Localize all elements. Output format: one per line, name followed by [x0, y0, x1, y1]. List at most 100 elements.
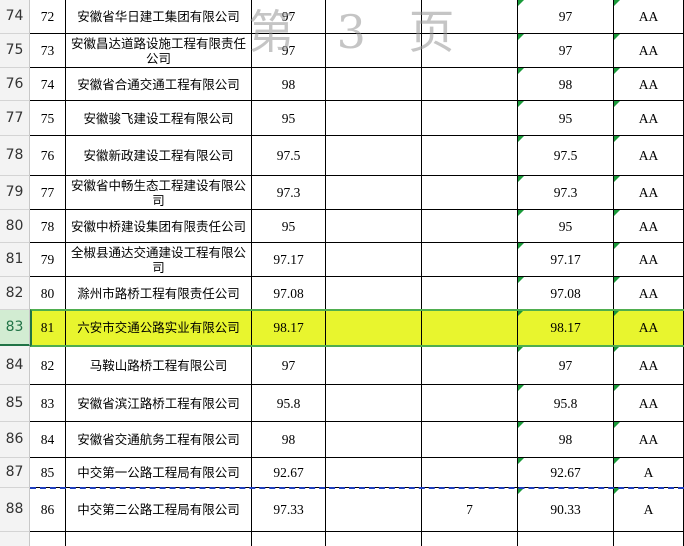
score-cell[interactable]: 95.8	[252, 385, 326, 422]
final-cell[interactable]: 97	[518, 34, 614, 68]
final-cell[interactable]: 97.08	[518, 277, 614, 310]
grade-cell[interactable]: AA	[614, 0, 684, 34]
row-number-cell[interactable]: 76	[30, 136, 66, 176]
grade-cell[interactable]: AA	[614, 210, 684, 243]
row-header[interactable]: 77	[0, 101, 30, 136]
empty-cell[interactable]	[326, 310, 422, 346]
deduction-cell[interactable]	[422, 346, 518, 385]
final-cell[interactable]: 95.8	[518, 385, 614, 422]
company-name-cell[interactable]: 安徽省中畅生态工程建设有限公司	[66, 176, 252, 210]
empty-cell[interactable]	[326, 385, 422, 422]
row-number-cell[interactable]: 73	[30, 34, 66, 68]
row-header[interactable]: 87	[0, 458, 30, 488]
grade-cell[interactable]: AA	[614, 277, 684, 310]
grade-cell[interactable]: AA	[614, 68, 684, 101]
empty-cell[interactable]	[326, 101, 422, 136]
company-name-cell[interactable]: 马鞍山路桥工程有限公司	[66, 346, 252, 385]
row-header[interactable]: 86	[0, 422, 30, 458]
grade-cell[interactable]: AA	[614, 136, 684, 176]
row-number-cell[interactable]: 78	[30, 210, 66, 243]
row-header[interactable]: 74	[0, 0, 30, 34]
deduction-cell[interactable]	[422, 101, 518, 136]
deduction-cell[interactable]	[422, 310, 518, 346]
row-header[interactable]: 75	[0, 34, 30, 68]
company-name-cell[interactable]: 六安市交通公路实业有限公司	[66, 310, 252, 346]
final-cell[interactable]: 98	[518, 422, 614, 458]
final-cell[interactable]: 97	[518, 0, 614, 34]
grade-cell[interactable]: AA	[614, 346, 684, 385]
row-number-cell[interactable]: 83	[30, 385, 66, 422]
grade-cell[interactable]: A	[614, 458, 684, 488]
row-number-cell[interactable]: 77	[30, 176, 66, 210]
company-name-cell[interactable]: 安徽省滨江路桥工程有限公司	[66, 385, 252, 422]
row-number-cell[interactable]: 82	[30, 346, 66, 385]
company-name-cell[interactable]: 安徽昌达道路设施工程有限责任公司	[66, 34, 252, 68]
score-cell[interactable]: 97.5	[252, 136, 326, 176]
row-number-cell[interactable]: 72	[30, 0, 66, 34]
grade-cell[interactable]: AA	[614, 101, 684, 136]
final-cell[interactable]: 98	[518, 68, 614, 101]
row-number-cell[interactable]: 85	[30, 458, 66, 488]
deduction-cell[interactable]	[422, 68, 518, 101]
empty-cell[interactable]	[422, 532, 518, 546]
empty-cell[interactable]	[326, 277, 422, 310]
deduction-cell[interactable]	[422, 243, 518, 277]
empty-cell[interactable]	[518, 532, 614, 546]
grade-cell[interactable]: AA	[614, 243, 684, 277]
company-name-cell[interactable]: 安徽省交通航务工程有限公司	[66, 422, 252, 458]
grade-cell[interactable]: AA	[614, 310, 684, 346]
empty-cell[interactable]	[326, 458, 422, 488]
grade-cell[interactable]: AA	[614, 385, 684, 422]
score-cell[interactable]: 98	[252, 68, 326, 101]
empty-cell[interactable]	[326, 176, 422, 210]
company-name-cell[interactable]: 安徽骏飞建设工程有限公司	[66, 101, 252, 136]
empty-cell[interactable]	[66, 532, 252, 546]
score-cell[interactable]: 97	[252, 34, 326, 68]
empty-cell[interactable]	[326, 422, 422, 458]
row-header[interactable]: 82	[0, 277, 30, 310]
score-cell[interactable]: 95	[252, 101, 326, 136]
grade-cell[interactable]: AA	[614, 176, 684, 210]
final-cell[interactable]: 97.3	[518, 176, 614, 210]
empty-cell[interactable]	[326, 346, 422, 385]
empty-cell[interactable]	[614, 532, 684, 546]
score-cell[interactable]: 97	[252, 0, 326, 34]
row-header[interactable]: 85	[0, 385, 30, 422]
empty-cell[interactable]	[252, 532, 326, 546]
row-header[interactable]: 78	[0, 136, 30, 176]
score-cell[interactable]: 97.3	[252, 176, 326, 210]
deduction-cell[interactable]	[422, 136, 518, 176]
score-cell[interactable]: 97.33	[252, 488, 326, 532]
final-cell[interactable]: 92.67	[518, 458, 614, 488]
score-cell[interactable]: 95	[252, 210, 326, 243]
final-cell[interactable]: 97.17	[518, 243, 614, 277]
row-number-cell[interactable]: 74	[30, 68, 66, 101]
company-name-cell[interactable]: 中交第二公路工程局有限公司	[66, 488, 252, 532]
row-number-cell[interactable]: 86	[30, 488, 66, 532]
final-cell[interactable]: 97	[518, 346, 614, 385]
final-cell[interactable]: 95	[518, 101, 614, 136]
company-name-cell[interactable]: 滁州市路桥工程有限责任公司	[66, 277, 252, 310]
empty-cell[interactable]	[326, 136, 422, 176]
empty-cell[interactable]	[326, 0, 422, 34]
company-name-cell[interactable]: 安徽中桥建设集团有限责任公司	[66, 210, 252, 243]
row-number-cell[interactable]: 75	[30, 101, 66, 136]
score-cell[interactable]: 97	[252, 346, 326, 385]
deduction-cell[interactable]	[422, 277, 518, 310]
deduction-cell[interactable]	[422, 422, 518, 458]
score-cell[interactable]: 98	[252, 422, 326, 458]
final-cell[interactable]: 95	[518, 210, 614, 243]
deduction-cell[interactable]	[422, 176, 518, 210]
row-header[interactable]: 80	[0, 210, 30, 243]
final-cell[interactable]: 90.33	[518, 488, 614, 532]
row-header[interactable]: 84	[0, 346, 30, 385]
deduction-cell[interactable]	[422, 34, 518, 68]
company-name-cell[interactable]: 安徽省华日建工集团有限公司	[66, 0, 252, 34]
deduction-cell[interactable]	[422, 458, 518, 488]
row-header[interactable]: 76	[0, 68, 30, 101]
final-cell[interactable]: 97.5	[518, 136, 614, 176]
final-cell[interactable]: 98.17	[518, 310, 614, 346]
score-cell[interactable]: 98.17	[252, 310, 326, 346]
grade-cell[interactable]: AA	[614, 34, 684, 68]
empty-cell[interactable]	[326, 532, 422, 546]
